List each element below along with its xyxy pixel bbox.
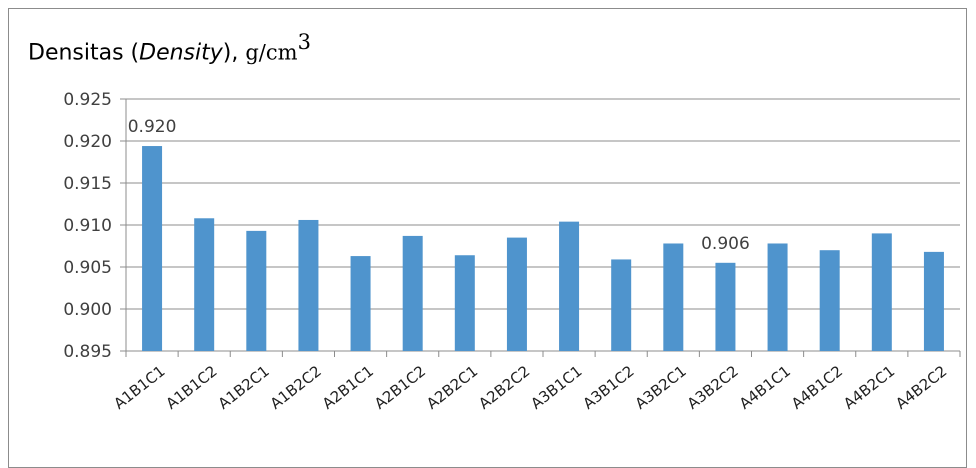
x-category-label: A2B1C2 bbox=[371, 362, 429, 413]
x-category-label: A4B1C1 bbox=[736, 362, 794, 413]
y-tick-label: 0.925 bbox=[63, 90, 112, 110]
x-category-label: A1B1C2 bbox=[163, 362, 221, 413]
bar-chart: 0.895 0.900 0.905 0.910 0.915 0.920 0.925 A1B1C… bbox=[63, 90, 961, 413]
x-category-label: A1B1C1 bbox=[110, 362, 168, 413]
y-tick-label: 0.895 bbox=[63, 342, 112, 362]
data-label: 0.906 bbox=[701, 234, 750, 254]
bar bbox=[611, 259, 632, 351]
chart-title-superscript: 3 bbox=[297, 30, 311, 54]
x-category-label: A1B2C2 bbox=[267, 362, 325, 413]
data-label: 0.920 bbox=[128, 117, 177, 137]
bar bbox=[715, 262, 736, 351]
x-category-label: A4B2C2 bbox=[892, 362, 950, 413]
chart-title: Densitas (Density), g/cm3 bbox=[28, 30, 311, 66]
y-tick-label: 0.905 bbox=[63, 258, 112, 278]
chart-title-main: Densitas ( bbox=[28, 40, 140, 66]
chart-title-italic: Density bbox=[139, 40, 223, 66]
x-category-label: A1B2C1 bbox=[215, 362, 273, 413]
x-category-label: A2B2C2 bbox=[475, 362, 533, 413]
y-tick-label: 0.920 bbox=[63, 132, 112, 152]
y-tick-label: 0.910 bbox=[63, 216, 112, 236]
bar bbox=[142, 146, 163, 351]
bar bbox=[506, 237, 527, 351]
x-category-label: A3B1C2 bbox=[580, 362, 638, 413]
bar bbox=[767, 243, 788, 351]
bar bbox=[298, 219, 319, 351]
bar bbox=[559, 221, 580, 351]
bar bbox=[350, 256, 371, 351]
x-category-label: A3B1C1 bbox=[527, 362, 585, 413]
chart-title-unit: g/cm bbox=[245, 40, 298, 65]
bar bbox=[402, 235, 423, 351]
y-tick-label: 0.900 bbox=[63, 300, 112, 320]
bar bbox=[663, 243, 684, 351]
bar bbox=[923, 251, 944, 351]
x-category-label: A2B2C1 bbox=[423, 362, 481, 413]
x-category-label: A2B1C1 bbox=[319, 362, 377, 413]
x-category-label: A3B2C1 bbox=[632, 362, 690, 413]
bar bbox=[819, 250, 840, 351]
bar bbox=[454, 255, 475, 351]
bar bbox=[194, 218, 215, 351]
bar bbox=[246, 230, 267, 351]
chart-frame bbox=[8, 8, 967, 468]
x-category-label: A4B2C1 bbox=[840, 362, 898, 413]
chart-title-after: ), bbox=[222, 40, 246, 66]
x-category-label: A4B1C2 bbox=[788, 362, 846, 413]
bar bbox=[871, 233, 892, 351]
y-tick-label: 0.915 bbox=[63, 174, 112, 194]
x-category-label: A3B2C2 bbox=[684, 362, 742, 413]
